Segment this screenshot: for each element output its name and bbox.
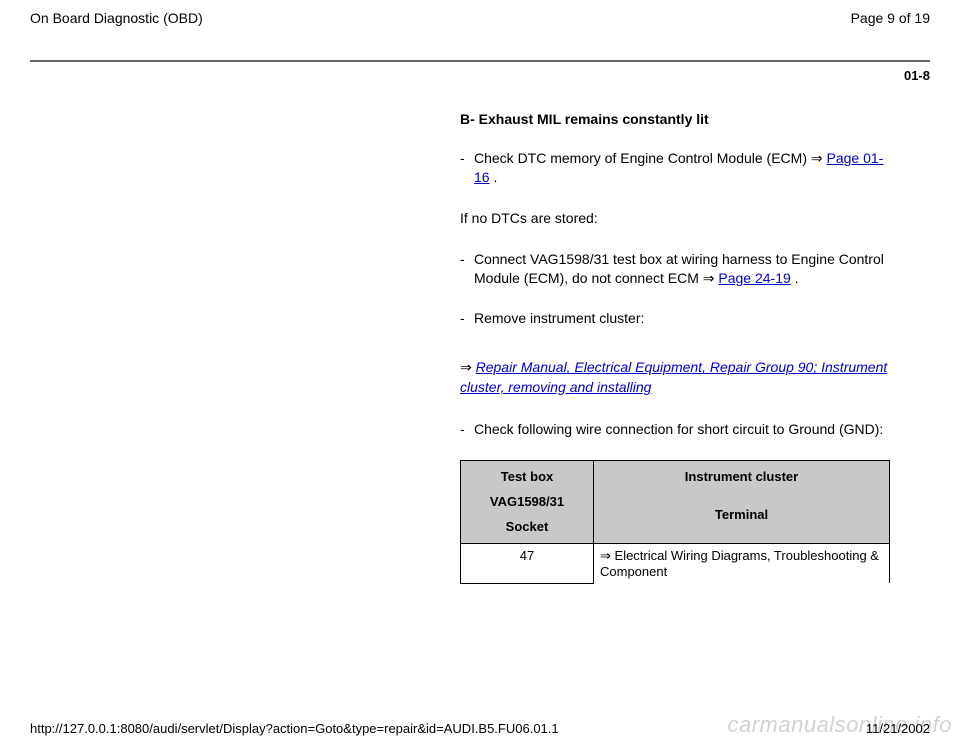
th-testbox: Test box — [467, 465, 587, 490]
arrow-icon: ⇒ — [600, 548, 611, 563]
bullet1-post: . — [490, 169, 498, 185]
th-cluster: Instrument cluster — [600, 465, 883, 490]
page-number: 01-8 — [30, 68, 930, 83]
footer-date: 11/21/2002 — [866, 721, 930, 736]
bullet-connect-testbox: - Connect VAG1598/31 test box at wiring … — [460, 250, 890, 288]
bullet-check-dtc: - Check DTC memory of Engine Control Mod… — [460, 149, 890, 187]
bullet-remove-cluster: - Remove instrument cluster: — [460, 309, 890, 328]
th-vag: VAG1598/31 — [467, 490, 587, 515]
bullet2-post: . — [791, 270, 799, 286]
link-page-24-19[interactable]: Page 24-19 — [718, 270, 790, 286]
table-row: 47 ⇒ Electrical Wiring Diagrams, Trouble… — [461, 544, 890, 584]
header-rule — [30, 60, 930, 62]
header-title: On Board Diagnostic (OBD) — [30, 10, 203, 26]
no-dtcs-text: If no DTCs are stored: — [460, 209, 890, 228]
dash-icon: - — [460, 250, 474, 288]
cell-wiring-ref: Electrical Wiring Diagrams, Troubleshoot… — [600, 548, 879, 579]
dash-icon: - — [460, 420, 474, 439]
dash-icon: - — [460, 149, 474, 187]
th-socket: Socket — [467, 515, 587, 540]
wire-table: Test box VAG1598/31 Socket Instrument cl… — [460, 460, 890, 584]
cell-socket-47: 47 — [461, 544, 594, 584]
footer-url: http://127.0.0.1:8080/audi/servlet/Displ… — [30, 721, 559, 736]
bullet-check-wire: - Check following wire connection for sh… — [460, 420, 890, 439]
arrow-icon: ⇒ — [703, 270, 715, 286]
th-terminal: Terminal — [600, 503, 883, 528]
header-page-of: Page 9 of 19 — [851, 10, 930, 26]
bullet3-text: Remove instrument cluster: — [474, 309, 890, 328]
bullet1-pre: Check DTC memory of Engine Control Modul… — [474, 150, 811, 166]
section-title: B- Exhaust MIL remains constantly lit — [460, 111, 890, 127]
dash-icon: - — [460, 309, 474, 328]
bullet4-text: Check following wire connection for shor… — [474, 420, 890, 439]
arrow-icon: ⇒ — [811, 150, 823, 166]
bullet2-pre: Connect VAG1598/31 test box at wiring ha… — [474, 251, 884, 286]
arrow-icon: ⇒ — [460, 359, 472, 375]
table-header-row: Test box VAG1598/31 Socket Instrument cl… — [461, 461, 890, 544]
link-repair-manual[interactable]: Repair Manual, Electrical Equipment, Rep… — [460, 359, 887, 395]
